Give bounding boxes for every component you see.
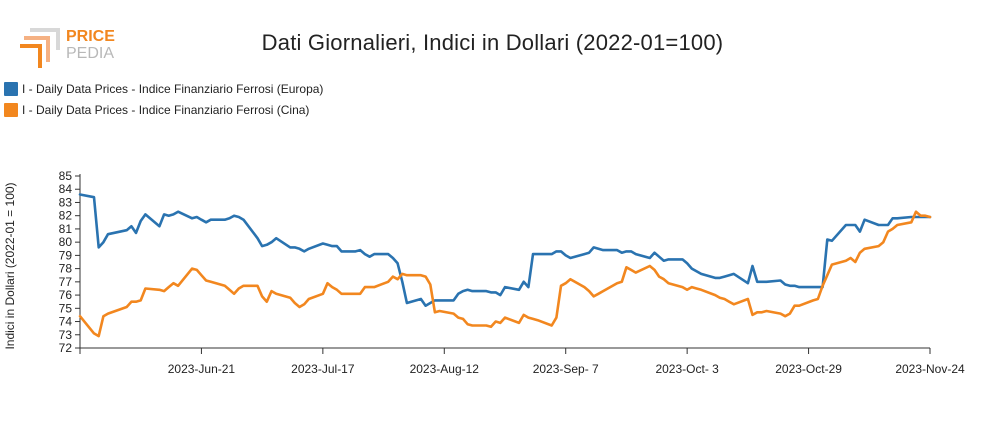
logo-text-price: PRICE — [66, 28, 115, 45]
x-tick-label: 2023-Oct- 3 — [655, 362, 719, 376]
y-axis-label: Indici in Dollari (2022-01 = 100) — [3, 182, 17, 349]
legend-label-europa: I - Daily Data Prices - Indice Finanziar… — [22, 81, 324, 96]
y-tick-label: 77 — [59, 275, 73, 289]
x-tick-label: 2023-Sep- 7 — [533, 362, 599, 376]
pricepedia-logo: PRICE PEDIA — [18, 22, 128, 68]
chart-title: Dati Giornalieri, Indici in Dollari (202… — [261, 30, 724, 55]
x-tick-label: 2023-Jun-21 — [168, 362, 236, 376]
y-tick-label: 79 — [59, 248, 73, 262]
chart-series — [78, 193, 932, 338]
y-tick-label: 85 — [59, 169, 73, 183]
y-tick-label: 75 — [59, 301, 73, 315]
y-tick-label: 80 — [59, 235, 73, 249]
x-tick-label: 2023-Aug-12 — [410, 362, 480, 376]
legend-item-cina[interactable]: I - Daily Data Prices - Indice Finanziar… — [4, 99, 323, 120]
y-tick-label: 82 — [59, 209, 73, 223]
series-line-cina[interactable] — [78, 210, 932, 338]
legend-swatch-cina — [4, 102, 18, 117]
chart-legend: I - Daily Data Prices - Indice Finanziar… — [4, 78, 323, 120]
y-tick-label: 72 — [59, 341, 73, 355]
x-axis: 2023-Jun-21 2023-Jul-17 2023-Aug-12 2023-Se… — [79, 347, 965, 376]
x-tick-label: 2023-Jul-17 — [291, 362, 355, 376]
pricepedia-logo-mark: PRICE PEDIA — [20, 28, 115, 68]
y-tick-label: 74 — [59, 315, 73, 329]
logo-text-pedia: PEDIA — [66, 45, 114, 62]
y-tick-label: 83 — [59, 195, 73, 209]
y-tick-label: 81 — [59, 222, 73, 236]
y-tick-label: 78 — [59, 262, 73, 276]
y-tick-label: 76 — [59, 288, 73, 302]
series-line-europa[interactable] — [78, 193, 932, 307]
legend-swatch-europa — [4, 81, 18, 96]
x-tick-label: 2023-Nov-24 — [895, 362, 965, 376]
legend-item-europa[interactable]: I - Daily Data Prices - Indice Finanziar… — [4, 78, 323, 99]
y-tick-label: 84 — [59, 182, 73, 196]
x-tick-label: 2023-Oct-29 — [775, 362, 842, 376]
y-tick-label: 73 — [59, 328, 73, 342]
legend-label-cina: I - Daily Data Prices - Indice Finanziar… — [22, 102, 310, 117]
